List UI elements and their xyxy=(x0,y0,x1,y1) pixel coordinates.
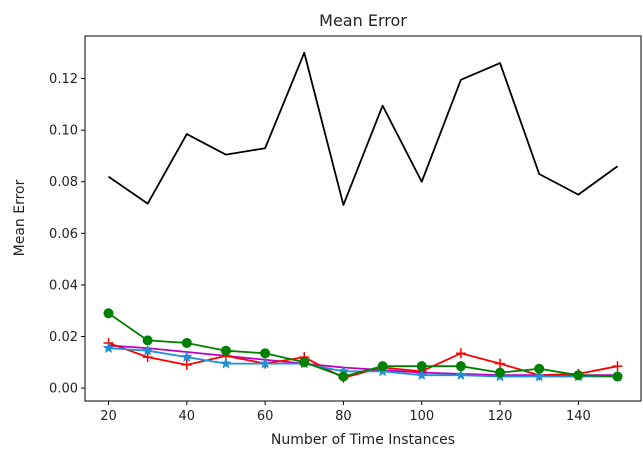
x-tick-label: 60 xyxy=(257,409,274,424)
x-tick-label: 120 xyxy=(488,409,513,424)
data-point xyxy=(455,369,467,381)
y-tick-label: 0.06 xyxy=(49,227,78,242)
x-tick-label: 40 xyxy=(179,409,196,424)
series-1 xyxy=(107,51,619,206)
data-point xyxy=(102,342,115,353)
y-tick-label: 0.04 xyxy=(49,278,78,293)
x-axis-title: Number of Time Instances xyxy=(271,432,455,448)
series-2 xyxy=(108,344,618,377)
data-point xyxy=(181,351,193,362)
data-point xyxy=(181,337,192,348)
y-axis: 0.00 0.02 0.04 0.06 0.08 0.10 0.12 xyxy=(49,72,85,397)
series-5 xyxy=(103,308,623,382)
y-tick-label: 0.10 xyxy=(49,124,78,139)
data-point xyxy=(573,370,584,381)
x-tick-label: 80 xyxy=(335,409,352,424)
data-point xyxy=(181,359,192,370)
data-point xyxy=(142,335,153,346)
data-point xyxy=(534,363,545,374)
data-point xyxy=(455,361,466,372)
data-point xyxy=(141,344,154,356)
chart-title: Mean Error xyxy=(319,11,407,30)
y-tick-label: 0.02 xyxy=(49,330,78,345)
y-axis-title: Mean Error xyxy=(12,179,28,256)
data-point xyxy=(612,361,623,372)
data-point xyxy=(338,371,349,382)
y-tick-label: 0.08 xyxy=(49,175,78,190)
plot-area xyxy=(102,51,624,383)
x-tick-label: 140 xyxy=(566,409,591,424)
data-point xyxy=(299,357,310,368)
series-line xyxy=(107,51,619,206)
data-point xyxy=(416,361,427,372)
data-point xyxy=(455,348,466,359)
data-point xyxy=(495,367,506,378)
x-tick-label: 100 xyxy=(409,409,434,424)
series-line xyxy=(108,342,618,379)
data-point xyxy=(220,357,232,369)
data-point xyxy=(260,348,271,359)
data-point xyxy=(220,345,231,356)
x-axis: 20 40 60 80 100 120 140 xyxy=(100,401,591,424)
data-point xyxy=(337,365,350,377)
data-point xyxy=(142,352,153,363)
data-point xyxy=(259,357,271,369)
series-line xyxy=(108,344,618,377)
data-point xyxy=(533,370,545,382)
plot-frame xyxy=(84,35,642,402)
data-point xyxy=(103,308,114,319)
y-tick-label: 0.00 xyxy=(49,382,78,397)
data-point xyxy=(416,369,428,381)
y-tick-label: 0.12 xyxy=(49,72,78,87)
data-point xyxy=(495,358,506,369)
data-point xyxy=(612,371,623,382)
series-line xyxy=(107,312,618,378)
x-tick-label: 20 xyxy=(100,409,117,424)
data-point xyxy=(377,361,388,372)
